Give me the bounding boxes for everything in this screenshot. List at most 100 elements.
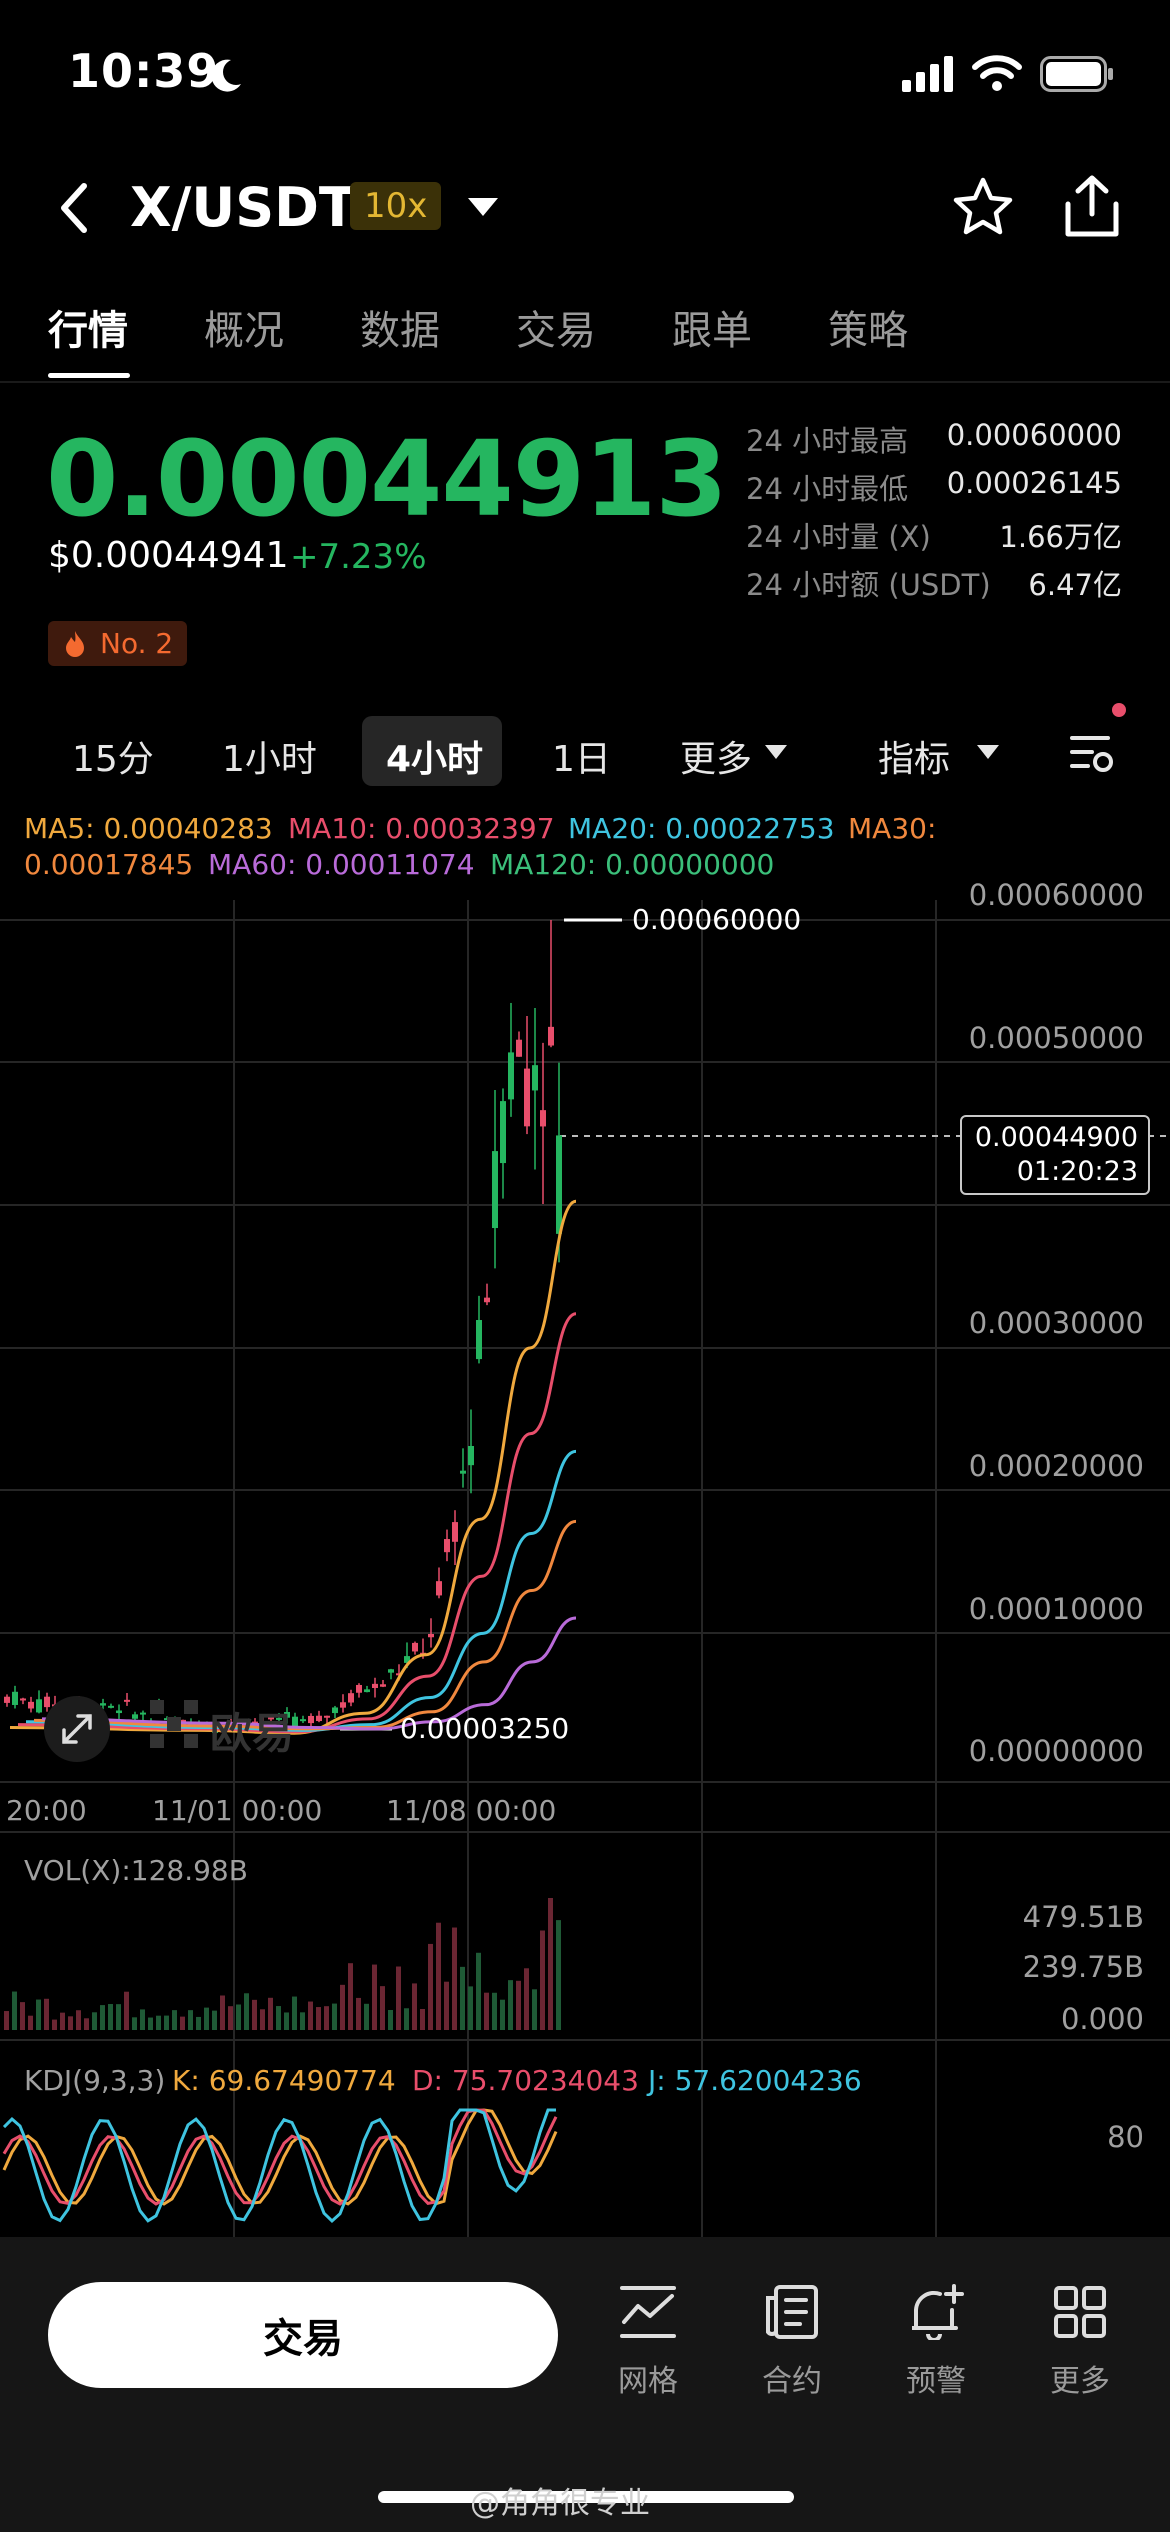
candle xyxy=(340,1702,346,1708)
stat-value-volume: 1.66万亿 xyxy=(999,520,1122,554)
volume-bar xyxy=(404,2008,409,2030)
grid-label: 网格 xyxy=(618,2364,678,2399)
candle xyxy=(452,1522,458,1542)
stat-value-turnover: 6.47亿 xyxy=(1028,568,1122,602)
volume-bar xyxy=(500,1999,505,2030)
volume-bar xyxy=(172,2010,177,2030)
chart-settings-icon[interactable] xyxy=(1068,732,1116,776)
y-tick: 0.00010000 xyxy=(968,1592,1144,1626)
tab-trade[interactable]: 交易 xyxy=(516,308,596,354)
indicators-button[interactable]: 指标 xyxy=(878,739,951,780)
bell-plus-icon xyxy=(912,2284,964,2342)
x-tick: 11/01 00:00 xyxy=(152,1794,323,1827)
back-icon[interactable] xyxy=(56,180,92,236)
volume-bar xyxy=(132,2017,137,2030)
tab-copy-trade[interactable]: 跟单 xyxy=(672,308,752,354)
kdj-line xyxy=(2,2108,556,2224)
volume-bar xyxy=(36,1999,41,2030)
volume-bar xyxy=(292,1996,297,2030)
current-price-tag[interactable]: 0.00044900 01:20:23 xyxy=(960,1115,1150,1195)
volume-bar xyxy=(444,1981,449,2030)
candle xyxy=(460,1470,466,1474)
ma10-legend: MA10: 0.00032397 xyxy=(288,812,555,845)
star-icon[interactable] xyxy=(952,176,1014,238)
candle xyxy=(436,1581,442,1596)
volume-bar xyxy=(28,2015,33,2030)
volume-bar xyxy=(268,1997,273,2030)
volume-bar xyxy=(148,2017,153,2030)
candle xyxy=(300,1719,306,1722)
volume-bar xyxy=(332,2003,337,2030)
candle xyxy=(100,1703,106,1706)
kdj-tick: 80 xyxy=(1107,2120,1144,2154)
signal-icon xyxy=(902,56,953,92)
grid-button[interactable]: 网格 xyxy=(588,2284,708,2400)
tab-overview[interactable]: 概况 xyxy=(204,308,284,354)
candle xyxy=(4,1696,10,1703)
high-price-label: 0.00060000 xyxy=(632,903,802,936)
chart-grid xyxy=(0,900,1170,2237)
volume-bar xyxy=(100,2005,105,2030)
volume-bar xyxy=(372,1964,377,2030)
grid-chart-icon xyxy=(620,2286,676,2338)
ma-line-ma60 xyxy=(41,1616,577,1731)
candle xyxy=(268,1717,274,1720)
chevron-down-icon[interactable] xyxy=(466,196,500,218)
candle xyxy=(484,1297,490,1303)
volume-bar xyxy=(316,2007,321,2030)
candle xyxy=(404,1656,410,1663)
contract-button[interactable]: 合约 xyxy=(732,2284,852,2400)
volume-bar xyxy=(20,2002,25,2030)
volume-bar xyxy=(516,1980,521,2030)
tab-strategy[interactable]: 策略 xyxy=(828,308,908,354)
tab-data[interactable]: 数据 xyxy=(360,308,440,354)
kdj-j: J: 57.62004236 xyxy=(648,2064,862,2097)
chevron-down-icon[interactable] xyxy=(976,744,1000,760)
interval-1h[interactable]: 1小时 xyxy=(222,739,317,780)
share-icon[interactable] xyxy=(1062,174,1122,240)
y-tick: 0.00000000 xyxy=(968,1734,1144,1768)
candle xyxy=(308,1715,314,1724)
volume-bar xyxy=(436,1922,441,2030)
interval-15m[interactable]: 15分 xyxy=(72,739,154,780)
volume-bars xyxy=(4,1898,561,2030)
tab-market[interactable]: 行情 xyxy=(48,308,128,354)
candle xyxy=(492,1151,498,1229)
watermark: 欧易 xyxy=(210,1709,295,1758)
candle xyxy=(284,1711,290,1718)
interval-4h[interactable]: 4小时 xyxy=(386,739,484,780)
rank-badge[interactable]: No. 2 xyxy=(48,621,188,666)
pair-title[interactable]: X/USDT xyxy=(130,176,356,239)
volume-bar xyxy=(68,2016,73,2030)
volume-bar xyxy=(388,2009,393,2030)
volume-bar xyxy=(452,1927,457,2030)
candle xyxy=(324,1715,330,1718)
kline-chart[interactable] xyxy=(0,870,1170,2237)
candle-countdown: 01:20:23 xyxy=(1016,1156,1138,1187)
interval-more[interactable]: 更多 xyxy=(680,739,753,780)
battery-icon xyxy=(1040,56,1113,92)
volume-bar xyxy=(140,2009,145,2030)
candle xyxy=(548,1026,554,1046)
interval-1d[interactable]: 1日 xyxy=(552,739,611,780)
trade-button[interactable]: 交易 xyxy=(48,2282,558,2388)
volume-bar xyxy=(340,1984,345,2030)
more-button[interactable]: 更多 xyxy=(1020,2284,1140,2400)
notification-dot xyxy=(1112,703,1126,717)
candle xyxy=(252,1721,258,1724)
volume-bar xyxy=(252,1999,257,2030)
volume-bar xyxy=(188,2010,193,2030)
candle xyxy=(276,1717,282,1720)
home-indicator[interactable] xyxy=(378,2491,794,2503)
kdj-k: K: 69.67490774 xyxy=(172,2064,396,2097)
ma-line-ma10 xyxy=(17,1312,577,1734)
expand-button[interactable] xyxy=(44,1696,110,1762)
rank-label: No. 2 xyxy=(100,627,174,660)
volume-bar xyxy=(348,1963,353,2030)
divider xyxy=(0,381,1170,383)
chevron-down-icon[interactable] xyxy=(764,744,788,760)
alert-button[interactable]: 预警 xyxy=(876,2284,996,2400)
candle xyxy=(44,1696,50,1708)
volume-bar xyxy=(52,2019,57,2030)
candle xyxy=(500,1101,506,1164)
